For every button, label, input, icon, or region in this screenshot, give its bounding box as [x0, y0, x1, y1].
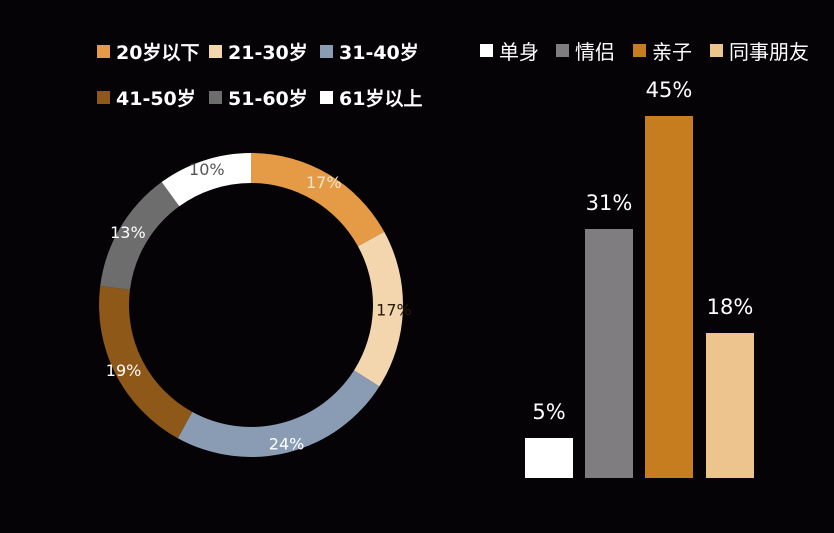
- legend-item-under-20: 20岁以下: [97, 38, 199, 65]
- legend-item-colleagues-friends: 同事朋友: [710, 36, 809, 65]
- donut-value-label: 19%: [106, 361, 142, 380]
- legend-label: 单身: [499, 40, 539, 64]
- donut-value-label: 17%: [306, 173, 342, 192]
- legend-item-family: 亲子: [633, 36, 692, 65]
- legend-label: 20岁以下: [116, 42, 200, 64]
- bar-value-label: 5%: [532, 399, 566, 424]
- donut-value-label: 10%: [189, 160, 225, 179]
- legend-label: 21-30岁: [228, 42, 308, 64]
- donut-value-label: 17%: [376, 300, 412, 319]
- legend-item-41-50: 41-50岁: [97, 84, 196, 111]
- donut-value-label: 13%: [110, 223, 146, 242]
- legend-label: 31-40岁: [339, 42, 419, 64]
- bar-single: [525, 437, 573, 478]
- bar-family: [645, 116, 693, 478]
- bar-colleagues-friends: [706, 333, 754, 478]
- donut-value-label: 24%: [269, 435, 305, 454]
- donut-labels: 17% 17% 24% 19% 13% 10%: [106, 160, 412, 454]
- legend-item-couple: 情侣: [556, 36, 615, 65]
- bar-value-label: 18%: [706, 295, 754, 320]
- legend-swatch: [97, 45, 110, 58]
- legend-label: 41-50岁: [116, 88, 196, 110]
- legend-swatch: [633, 44, 646, 57]
- legend-item-single: 单身: [480, 36, 539, 65]
- legend-swatch: [320, 91, 333, 104]
- legend-label: 51-60岁: [228, 88, 308, 110]
- legend-swatch: [710, 44, 723, 57]
- legend-swatch: [556, 44, 569, 57]
- legend-label: 亲子: [652, 40, 692, 64]
- legend-swatch: [209, 45, 222, 58]
- legend-item-over-61: 61岁以上: [320, 84, 422, 111]
- legend-label: 同事朋友: [729, 40, 809, 64]
- donut-segment: [177, 370, 380, 457]
- bar-value-label: 45%: [645, 78, 693, 102]
- donut-segment: [98, 285, 193, 439]
- legend-swatch: [320, 45, 333, 58]
- donut-segment: [100, 182, 180, 290]
- legend-item-51-60: 51-60岁: [209, 84, 308, 111]
- legend-label: 61岁以上: [339, 88, 423, 110]
- donut-segment: [161, 153, 251, 207]
- donut-segment: [251, 153, 385, 247]
- legend-item-21-30: 21-30岁: [209, 38, 308, 65]
- legend-swatch: [209, 91, 222, 104]
- bar-couple: [585, 228, 633, 478]
- legend-item-31-40: 31-40岁: [320, 38, 419, 65]
- bar-value-label: 31%: [585, 190, 633, 215]
- legend-swatch: [97, 91, 110, 104]
- legend-swatch: [480, 44, 493, 57]
- donut-segments: [98, 153, 403, 457]
- legend-label: 情侣: [575, 40, 615, 64]
- donut-segment: [354, 231, 403, 387]
